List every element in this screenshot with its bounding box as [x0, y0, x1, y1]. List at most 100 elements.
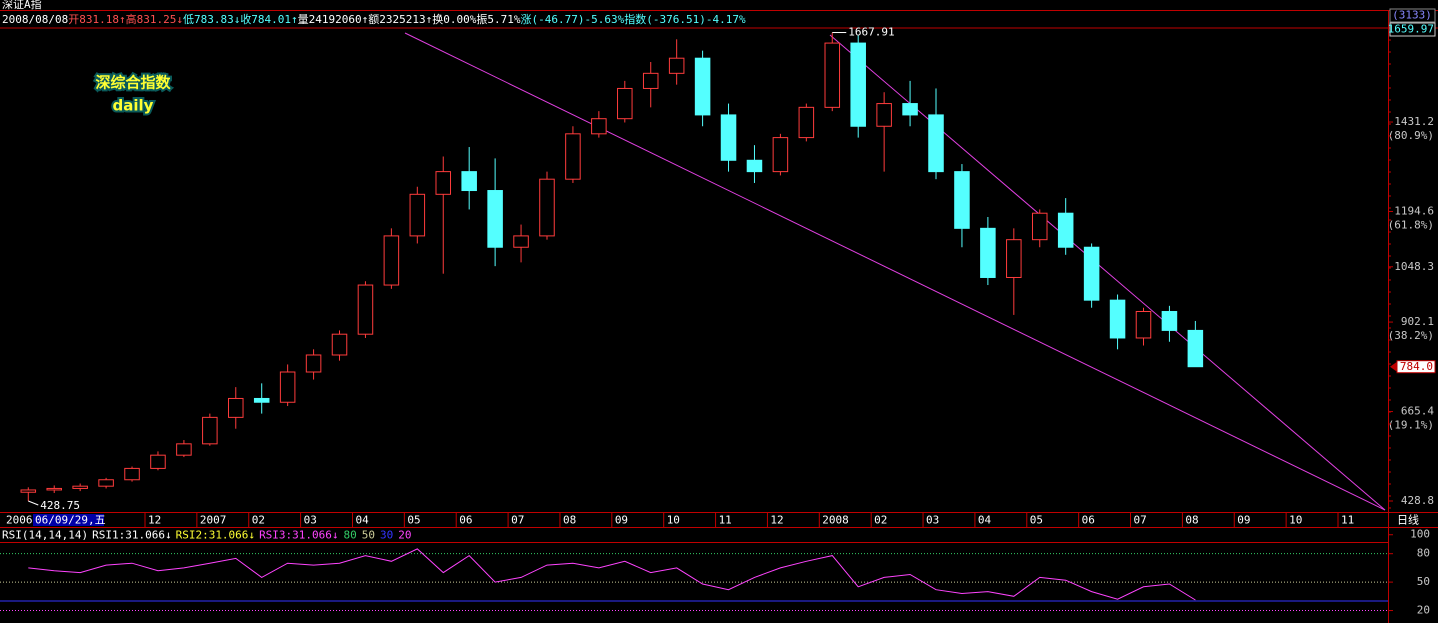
candle-body	[1187, 329, 1204, 368]
rsi-level-label: 50	[362, 529, 375, 542]
y-tick-label: 1048.3	[1394, 260, 1434, 273]
x-tick-label: 06	[459, 514, 472, 527]
candle-body	[1031, 212, 1048, 241]
x-tick-label: 03	[926, 514, 939, 527]
candle-body	[850, 42, 866, 127]
rsi-line	[28, 548, 1196, 601]
candle-body	[824, 42, 841, 108]
trend-line	[404, 32, 1386, 511]
annotation: 深综合指数	[95, 74, 171, 92]
trend-line	[829, 34, 1386, 511]
candle-body	[1135, 311, 1152, 339]
x-tick-label: 04	[978, 514, 992, 527]
rsi-header-item: RSI(14,14,14)	[2, 529, 88, 542]
info-item: 额2325213↑	[368, 13, 432, 26]
x-tick-label: 10	[1289, 514, 1302, 527]
candle-body	[305, 354, 322, 373]
x-tick-label: 2008	[822, 514, 849, 527]
y-tick-note: (80.9%)	[1388, 129, 1434, 142]
rsi-header: RSI(14,14,14) RSI1:31.066↓ RSI2:31.066↓ RSI…	[2, 529, 412, 542]
candle-body	[954, 171, 970, 229]
x-tick-label: 11	[719, 514, 732, 527]
candle-body	[539, 178, 555, 237]
x-tick-label: 07	[511, 514, 524, 527]
x-tick-label: 05	[407, 514, 420, 527]
last-price-label: 784.0	[1400, 360, 1433, 373]
y-tick-label: 1194.6	[1394, 204, 1434, 217]
candle-body	[98, 479, 114, 487]
info-item: 量24192060↑	[298, 13, 369, 26]
y-tick-note: (19.1%)	[1388, 419, 1434, 432]
candle-body	[20, 489, 37, 493]
candle-body	[72, 485, 88, 489]
candle-body	[279, 371, 296, 403]
top-price-box	[1389, 22, 1436, 37]
candle-body	[253, 397, 270, 403]
candle-body	[1006, 239, 1022, 278]
info-item: 振5.71%	[476, 12, 520, 26]
candle-body	[1161, 311, 1178, 331]
candle-body	[772, 137, 789, 173]
candle-body	[591, 118, 607, 135]
candle-body	[513, 235, 529, 248]
top-price: 1659.97	[1388, 23, 1434, 36]
x-tick-label: 10	[667, 514, 680, 527]
rsi-level-label: 80	[344, 529, 357, 542]
last-price-arrow	[1390, 361, 1397, 372]
frame	[0, 10, 1438, 623]
x-tick-label: 08	[563, 514, 576, 527]
candle-body	[746, 159, 763, 173]
x-tick-label: 11	[1341, 514, 1354, 527]
rsi-level-label: 30	[380, 529, 393, 542]
y-tick-label: 902.1	[1401, 315, 1434, 328]
info-item: 收784.01↑	[240, 12, 297, 26]
candle-body	[617, 87, 633, 120]
candle-body	[461, 171, 477, 192]
candle-body	[228, 397, 244, 418]
y-tick-note: (38.2%)	[1388, 329, 1434, 342]
top-box	[1389, 8, 1436, 23]
rsi-tick-label: 100	[1410, 528, 1430, 541]
candle-body	[383, 235, 400, 286]
x-tick-label: 02	[252, 514, 265, 527]
candle-body	[202, 416, 218, 445]
x-tick-label: 08	[1185, 514, 1198, 527]
x-tick-label: 03	[304, 514, 317, 527]
cursor-box	[33, 514, 104, 526]
low-pointer	[28, 500, 39, 506]
candle-body	[124, 467, 140, 481]
candle-body	[798, 106, 815, 139]
candle-body	[1083, 246, 1100, 301]
candle-body	[720, 114, 737, 161]
candle-body	[1109, 299, 1126, 339]
x-tick-label: 2007	[200, 514, 227, 527]
low-label: 428.75	[40, 499, 80, 512]
y-tick-note: (61.8%)	[1388, 218, 1434, 231]
candle-body	[176, 443, 192, 456]
candle-body	[409, 193, 426, 237]
info-item: 指数(-376.51)-4.17%	[624, 12, 746, 26]
rsi-tick-label: 20	[1417, 604, 1430, 617]
info-item: 低783.83↓	[183, 13, 240, 26]
rsi-tick-label: 80	[1417, 547, 1430, 560]
y-tick-label: 1431.2	[1394, 115, 1434, 128]
y-tick-label: 428.8	[1401, 494, 1434, 507]
candle-body	[1057, 212, 1074, 248]
info-item: 涨(-46.77)-5.63%	[521, 13, 625, 26]
info-item: 2008/08/08	[2, 13, 68, 26]
period-label: 日线	[1397, 513, 1419, 527]
candle-body	[694, 57, 711, 116]
info-line: 2008/08/08开831.18↑高831.25↓低783.83↓收784.0…	[2, 12, 746, 26]
y-tick-label: 665.4	[1401, 405, 1434, 418]
candle-body	[928, 114, 944, 173]
candle-body	[902, 103, 918, 116]
candle-body	[357, 284, 374, 335]
candle-body	[876, 103, 892, 127]
rsi-header-item: RSI2:31.066↓	[176, 529, 255, 542]
chart-title: 深证A指	[2, 0, 42, 11]
info-item: 换0.00%	[432, 12, 476, 26]
x-tick-label: 04	[355, 514, 369, 527]
rsi-tick-label: 50	[1417, 575, 1430, 588]
